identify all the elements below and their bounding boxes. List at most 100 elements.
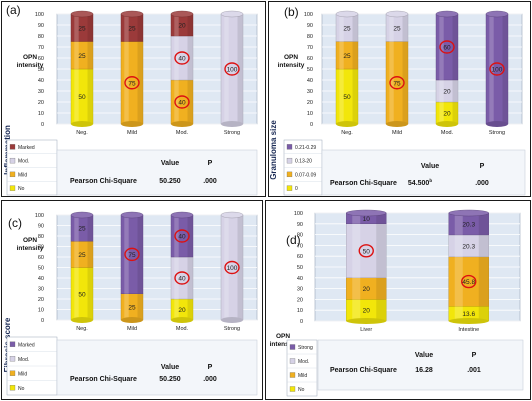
panel-b-stats-value-sup: b	[429, 178, 432, 183]
panel-c-legend-label: No	[18, 386, 25, 392]
panel-a-highlight-circle	[224, 62, 240, 76]
panel-b-bar-highlight	[339, 14, 344, 42]
panel-b-bar-shade	[502, 14, 508, 124]
panel-a-data-label: 20	[178, 23, 186, 30]
panel-a-bar-highlight	[74, 41, 79, 69]
panel-c-bar-highlight	[174, 299, 179, 320]
panel-c-legend-swatch	[9, 385, 16, 391]
panel-d-stats-box	[317, 339, 524, 391]
panel-b-x-tick-label: Mod.	[441, 130, 454, 136]
panel-a-stats-p-header: P	[208, 160, 213, 167]
panel-c-data-label: 75	[128, 252, 136, 259]
panel-b-y-tick-label: 60	[307, 56, 313, 62]
panel-c-bar-cap	[170, 211, 194, 219]
panel-c-bar-highlight	[74, 241, 79, 268]
panel-d-bar-highlight	[352, 299, 361, 321]
panel-a-y-tick-label: 60	[38, 56, 44, 62]
panel-d-stats-value-header: Value	[415, 352, 433, 359]
panel-a-y-tick-label: 10	[38, 111, 44, 117]
panel-d-data-label: 20.3	[462, 221, 475, 228]
panel-c-bar-cap	[70, 211, 94, 219]
panel-b-bar-shade	[402, 14, 408, 42]
panel-c-legend-label: Marked	[18, 342, 35, 348]
panel-c-stats-value-header: Value	[161, 364, 179, 371]
panel-d-bar-highlight	[352, 277, 361, 300]
panel-d-bar-highlight	[352, 213, 361, 224]
panel-a-y-tick-label: 40	[38, 78, 44, 84]
panel-b-data-label: 50	[343, 94, 351, 101]
panel-a-bar-shade	[87, 41, 93, 69]
panel-d-y-tick-label: 70	[297, 243, 303, 249]
panel-a-stats-box	[56, 149, 258, 196]
panel-a-bar-highlight	[74, 14, 79, 42]
panel-c-bar-base	[71, 317, 93, 323]
panel-c-bar-highlight	[74, 215, 79, 242]
panel-d-bar-highlight	[454, 213, 463, 235]
panel-a-bar-shade	[187, 14, 193, 36]
panel-c-bar-highlight	[124, 215, 129, 294]
panel-c-x-tick-label: Strong	[224, 326, 240, 332]
panel-c-data-label: 20	[178, 307, 186, 314]
panel-c-legend-swatch	[9, 356, 16, 362]
panel-b-y-tick-label: 90	[307, 23, 313, 29]
panel-c-data-label: 25	[128, 304, 136, 311]
panel-a-letter: (a)	[6, 3, 21, 17]
panel-d-y-tick-label: 10	[297, 308, 303, 314]
panel-a-legend-label: Mod.	[18, 159, 29, 165]
panel-b-legend-label: 0.21-0.29	[295, 145, 316, 151]
panel-a-y-tick-label: 80	[38, 34, 44, 40]
panel-b-legend-swatch	[286, 171, 293, 178]
panel-b-highlight-circle	[439, 40, 455, 54]
panel-a-legend-swatch	[9, 157, 16, 164]
panel-b-bar-shade	[452, 14, 458, 80]
panel-c-ylabel-line1: OPN	[23, 237, 37, 244]
panel-a-bar-cap	[120, 10, 144, 18]
panel-a-bar-shade	[137, 41, 143, 124]
panel-b-bar-cap	[385, 10, 409, 18]
panel-b-bar-cap	[485, 10, 509, 18]
panel-a-highlight-circle	[174, 95, 190, 109]
panel-b-bar-highlight	[339, 69, 344, 124]
panel-d-x-tick-label: Intestine	[458, 327, 479, 333]
panel-b-bar-highlight	[389, 14, 394, 42]
panel-b-stats-value-header: Value	[421, 163, 439, 170]
panel-b-letter: (b)	[284, 5, 299, 19]
panel-b-bar-base	[436, 121, 458, 127]
panel-a-ylabel-line1: OPN	[23, 54, 37, 61]
panel-a-x-tick-label: Mod.	[176, 130, 189, 136]
panel-a-bar-shade	[87, 69, 93, 124]
panel-a-stats-row-label: Pearson Chi-Square	[70, 178, 137, 185]
panel-a-bar-shade	[187, 36, 193, 80]
panel-b-y-tick-label: 40	[307, 78, 313, 84]
panel-c-y-tick-label: 90	[38, 224, 44, 230]
panel-b-bar-cap	[435, 10, 459, 18]
panel-a-legend-swatch	[9, 144, 16, 150]
panel-d-x-tick-label: Liver	[360, 327, 372, 333]
panel-d-bar-shade	[376, 213, 387, 224]
panel-a-bar-cap	[220, 10, 244, 18]
panel-d-legend-swatch	[289, 344, 296, 350]
panel-a-bar-highlight	[224, 14, 229, 124]
panel-c-stats-p: .000	[203, 376, 217, 383]
panel-b-bar-shade	[402, 41, 408, 124]
panel-b-bar-base	[386, 121, 408, 127]
panel-c-y-tick-label: 0	[41, 318, 44, 324]
panel-a-bar-shade	[137, 14, 143, 42]
panel-d-highlight-circle	[461, 274, 477, 289]
panel-d-letter: (d)	[286, 233, 301, 247]
panel-b-bar-highlight	[439, 14, 444, 80]
panel-c-bar-base	[171, 317, 193, 323]
panel-c-stats-row-label: Pearson Chi-Square	[70, 376, 137, 383]
panel-c-highlight-circle	[174, 229, 190, 243]
panel-b-y-tick-label: 10	[307, 111, 313, 117]
panel-b-data-label: 60	[443, 45, 451, 52]
panel-d-legend-label: Mild	[298, 373, 307, 379]
panel-b-bar-base	[486, 121, 508, 127]
panel-a-y-tick-label: 30	[38, 89, 44, 95]
panel-d-y-tick-label: 100	[294, 211, 303, 217]
panel-c-y-tick-label: 100	[35, 213, 44, 219]
panel-b-highlight-circle	[389, 76, 405, 90]
panel-d-bar-shade	[376, 299, 387, 321]
panel-c-highlight-circle	[124, 247, 140, 262]
